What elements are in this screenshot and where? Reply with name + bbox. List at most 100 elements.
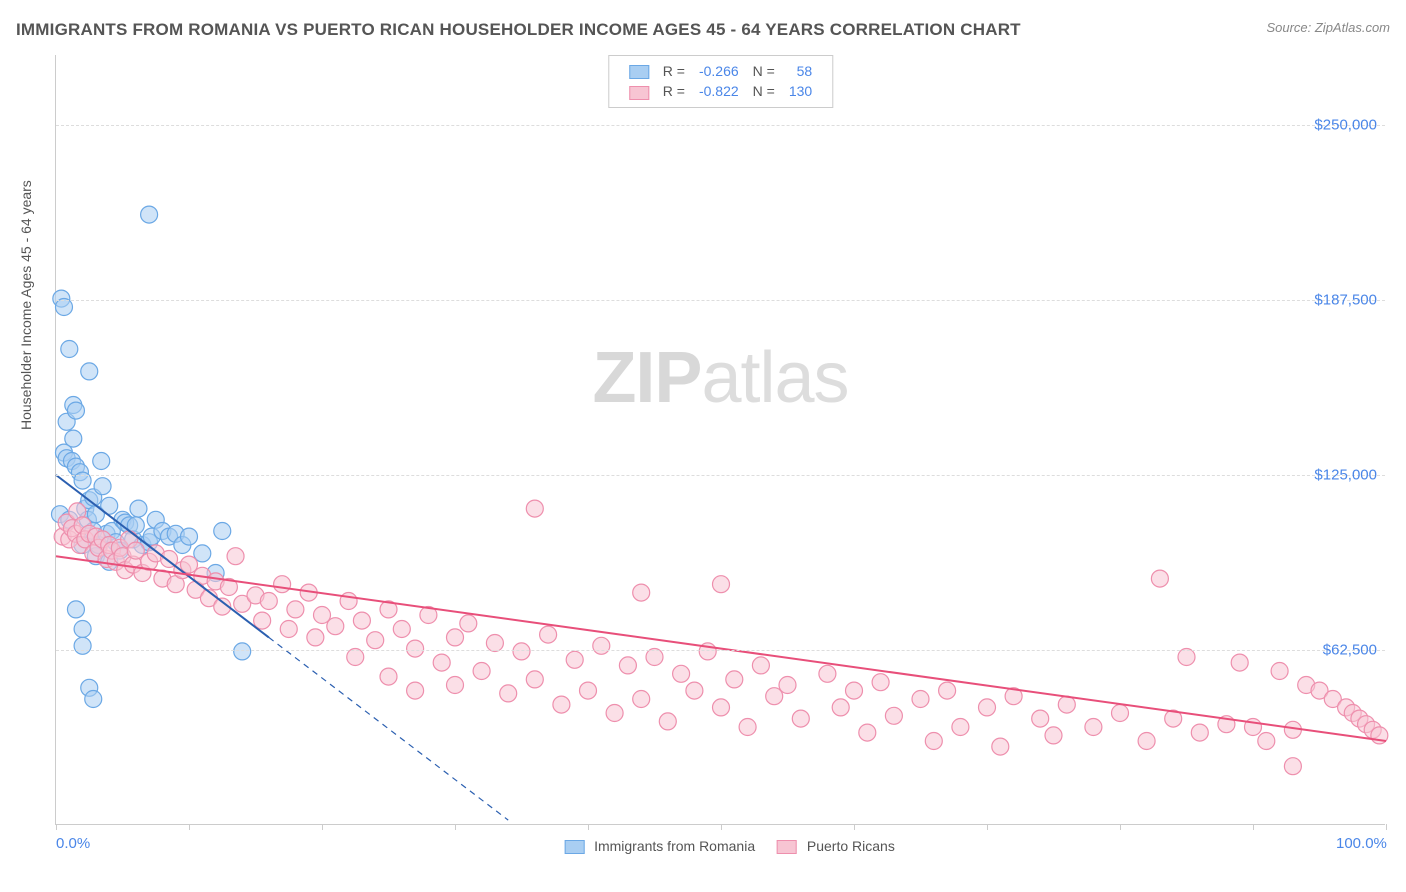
- plot-area: ZIPatlas R = -0.266 N = 58 R = -0.822 N …: [55, 55, 1385, 825]
- x-tick: [1386, 824, 1387, 830]
- data-point-pink: [925, 733, 942, 750]
- data-point-pink: [846, 682, 863, 699]
- legend-swatch-pink: [629, 86, 649, 100]
- x-tick: [854, 824, 855, 830]
- data-point-pink: [859, 724, 876, 741]
- data-point-pink: [566, 651, 583, 668]
- data-point-pink: [979, 699, 996, 716]
- data-point-blue: [214, 523, 231, 540]
- data-point-blue: [81, 363, 98, 380]
- legend-series: Immigrants from Romania Puerto Ricans: [546, 838, 895, 854]
- legend-row-pink: R = -0.822 N = 130: [623, 82, 818, 100]
- data-point-pink: [327, 618, 344, 635]
- data-point-pink: [646, 649, 663, 666]
- data-point-blue: [67, 402, 84, 419]
- data-point-pink: [513, 643, 530, 660]
- x-tick: [721, 824, 722, 830]
- data-point-pink: [739, 719, 756, 736]
- data-point-pink: [433, 654, 450, 671]
- data-point-blue: [74, 621, 91, 638]
- data-point-pink: [752, 657, 769, 674]
- data-point-pink: [885, 707, 902, 724]
- data-point-pink: [380, 668, 397, 685]
- data-point-pink: [447, 629, 464, 646]
- data-point-pink: [872, 674, 889, 691]
- data-point-blue: [181, 528, 198, 545]
- y-tick-label: $250,000: [1314, 117, 1377, 134]
- data-point-pink: [819, 665, 836, 682]
- data-point-blue: [67, 601, 84, 618]
- data-point-pink: [606, 705, 623, 722]
- data-point-pink: [1231, 654, 1248, 671]
- data-point-pink: [713, 576, 730, 593]
- data-point-pink: [1151, 570, 1168, 587]
- data-point-pink: [473, 663, 490, 680]
- data-point-blue: [85, 691, 102, 708]
- legend-correlation: R = -0.266 N = 58 R = -0.822 N = 130: [608, 55, 833, 108]
- data-point-pink: [1138, 733, 1155, 750]
- data-point-pink: [307, 629, 324, 646]
- x-tick: [1120, 824, 1121, 830]
- data-point-pink: [673, 665, 690, 682]
- y-tick-label: $62,500: [1323, 642, 1377, 659]
- data-point-pink: [1112, 705, 1129, 722]
- legend-swatch-pink-b: [777, 840, 797, 854]
- y-axis-label: Householder Income Ages 45 - 64 years: [18, 180, 34, 430]
- x-tick: [56, 824, 57, 830]
- data-point-pink: [912, 691, 929, 708]
- data-point-blue: [94, 478, 111, 495]
- chart-svg: [56, 55, 1385, 824]
- data-point-pink: [713, 699, 730, 716]
- data-point-pink: [832, 699, 849, 716]
- data-point-pink: [280, 621, 297, 638]
- legend-label-blue: Immigrants from Romania: [594, 838, 755, 854]
- data-point-pink: [526, 500, 543, 517]
- gridline-h: [56, 650, 1385, 651]
- data-point-pink: [659, 713, 676, 730]
- gridline-h: [56, 125, 1385, 126]
- legend-label-pink: Puerto Ricans: [807, 838, 895, 854]
- data-point-pink: [553, 696, 570, 713]
- data-point-pink: [619, 657, 636, 674]
- data-point-pink: [353, 612, 370, 629]
- data-point-blue: [61, 341, 78, 358]
- trend-line-dashed-blue: [269, 637, 508, 820]
- gridline-h: [56, 300, 1385, 301]
- data-point-pink: [274, 576, 291, 593]
- y-tick-label: $125,000: [1314, 467, 1377, 484]
- data-point-pink: [686, 682, 703, 699]
- data-point-blue: [74, 637, 91, 654]
- legend-swatch-blue-b: [564, 840, 584, 854]
- data-point-pink: [486, 635, 503, 652]
- data-point-pink: [540, 626, 557, 643]
- x-tick: [455, 824, 456, 830]
- legend-row-blue: R = -0.266 N = 58: [623, 62, 818, 80]
- x-tick-label: 0.0%: [56, 835, 90, 852]
- x-tick-label: 100.0%: [1336, 835, 1387, 852]
- data-point-pink: [407, 682, 424, 699]
- data-point-pink: [260, 593, 277, 610]
- data-point-pink: [1191, 724, 1208, 741]
- data-point-pink: [992, 738, 1009, 755]
- data-point-pink: [952, 719, 969, 736]
- data-point-pink: [593, 637, 610, 654]
- data-point-pink: [1085, 719, 1102, 736]
- data-point-blue: [55, 299, 72, 316]
- x-tick: [987, 824, 988, 830]
- data-point-pink: [460, 615, 477, 632]
- gridline-h: [56, 475, 1385, 476]
- data-point-pink: [1032, 710, 1049, 727]
- data-point-pink: [726, 671, 743, 688]
- data-point-pink: [227, 548, 244, 565]
- x-tick: [189, 824, 190, 830]
- y-tick-label: $187,500: [1314, 292, 1377, 309]
- data-point-pink: [1045, 727, 1062, 744]
- data-point-pink: [287, 601, 304, 618]
- data-point-pink: [633, 584, 650, 601]
- data-point-pink: [447, 677, 464, 694]
- data-point-pink: [1284, 758, 1301, 775]
- chart-title: IMMIGRANTS FROM ROMANIA VS PUERTO RICAN …: [16, 20, 1021, 40]
- data-point-pink: [1058, 696, 1075, 713]
- data-point-blue: [65, 430, 82, 447]
- x-tick: [588, 824, 589, 830]
